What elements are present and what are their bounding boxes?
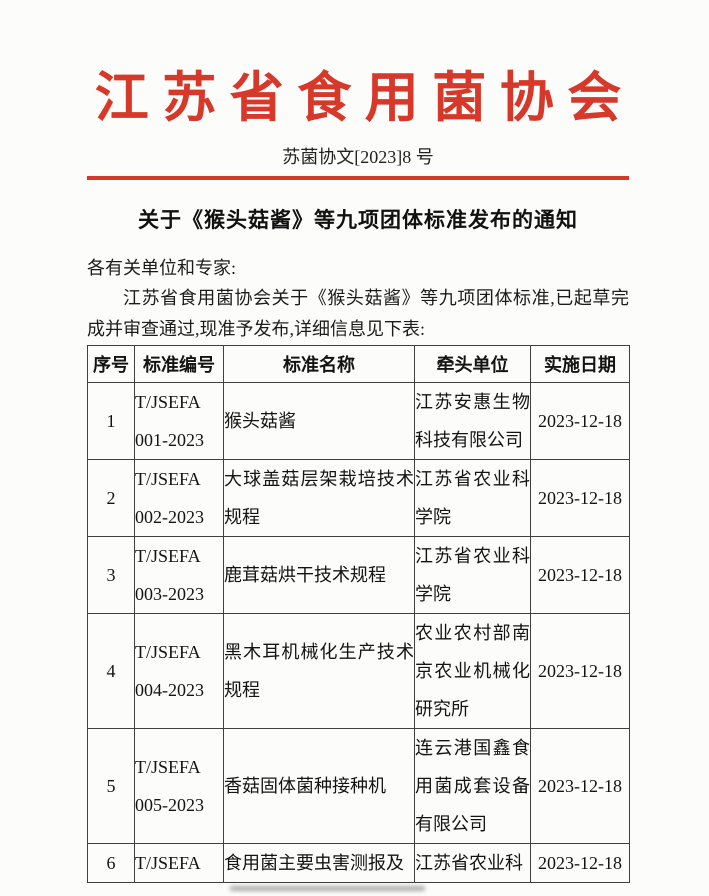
red-divider: [87, 176, 629, 180]
cell-impl-date: 2023-12-18: [530, 459, 630, 537]
cell-standard-name: 香菇固体菌种接种机: [223, 728, 415, 844]
cell-seq: 6: [87, 843, 135, 883]
cell-lead-org: 农业农村部南京农业机械化研究所: [414, 613, 531, 729]
header-cell-org: 牵头单位: [414, 345, 531, 383]
standards-table: 序号 标准编号 标准名称 牵头单位 实施日期 1 T/JSEFA 001-202…: [87, 345, 630, 883]
cell-standard-name: 黑木耳机械化生产技术规程: [223, 613, 415, 729]
table-row: 6 T/JSEFA 食用菌主要虫害测报及 江苏省农业科 2023-12-18: [87, 843, 630, 883]
cell-standard-code: T/JSEFA 001-2023: [134, 382, 224, 460]
cell-seq: 2: [87, 459, 135, 537]
table-row: 3 T/JSEFA 003-2023 鹿茸菇烘干技术规程 江苏省农业科学院 20…: [87, 536, 630, 614]
cell-seq: 5: [87, 728, 135, 844]
header-cell-code: 标准编号: [134, 345, 224, 383]
cell-impl-date: 2023-12-18: [530, 843, 630, 883]
cell-seq: 1: [87, 382, 135, 460]
cell-impl-date: 2023-12-18: [530, 382, 630, 460]
cell-standard-code: T/JSEFA 002-2023: [134, 459, 224, 537]
body-paragraph: 江苏省食用菌协会关于《猴头菇酱》等九项团体标准,已起草完成并审查通过,现准予发布…: [87, 288, 629, 339]
code-line-2: 002-2023: [135, 507, 205, 527]
cell-seq: 4: [87, 613, 135, 729]
header-cell-seq: 序号: [87, 345, 135, 383]
table-header-row: 序号 标准编号 标准名称 牵头单位 实施日期: [87, 345, 630, 383]
cell-standard-name: 食用菌主要虫害测报及: [223, 843, 415, 883]
cell-standard-code: T/JSEFA: [134, 843, 224, 883]
table-row: 5 T/JSEFA 005-2023 香菇固体菌种接种机 连云港国鑫食用菌成套设…: [87, 728, 630, 844]
cell-standard-code: T/JSEFA 005-2023: [134, 728, 224, 844]
cell-lead-org: 江苏省农业科学院: [414, 459, 531, 537]
code-line-2: 005-2023: [135, 795, 205, 815]
table-row: 4 T/JSEFA 004-2023 黑木耳机械化生产技术规程 农业农村部南京农…: [87, 613, 630, 729]
cell-seq: 3: [87, 536, 135, 614]
cell-lead-org: 江苏省农业科学院: [414, 536, 531, 614]
cell-impl-date: 2023-12-18: [530, 728, 630, 844]
salutation: 各有关单位和专家:: [87, 258, 237, 278]
table-row: 1 T/JSEFA 001-2023 猴头菇酱 江苏安惠生物科技有限公司 202…: [87, 382, 630, 460]
cell-impl-date: 2023-12-18: [530, 613, 630, 729]
notice-title: 关于《猴头菇酱》等九项团体标准发布的通知: [138, 208, 578, 232]
code-line-1: T/JSEFA: [135, 469, 201, 489]
code-line-1: T/JSEFA: [135, 757, 201, 777]
cell-lead-org: 江苏省农业科: [414, 843, 531, 883]
cutoff-text-blur: [230, 886, 425, 891]
cell-standard-code: T/JSEFA 004-2023: [134, 613, 224, 729]
cell-standard-name: 猴头菇酱: [223, 382, 415, 460]
code-line-1: T/JSEFA: [135, 546, 201, 566]
header-cell-name: 标准名称: [223, 345, 415, 383]
doc-number: 苏菌协文[2023]8 号: [282, 147, 434, 167]
table-row: 2 T/JSEFA 002-2023 大球盖菇层架栽培技术规程 江苏省农业科学院…: [87, 459, 630, 537]
cell-standard-name: 鹿茸菇烘干技术规程: [223, 536, 415, 614]
cell-standard-name: 大球盖菇层架栽培技术规程: [223, 459, 415, 537]
code-line-1: T/JSEFA: [135, 392, 201, 412]
cell-impl-date: 2023-12-18: [530, 536, 630, 614]
cell-lead-org: 连云港国鑫食用菌成套设备有限公司: [414, 728, 531, 844]
code-line-1: T/JSEFA: [135, 642, 201, 662]
header-cell-date: 实施日期: [530, 345, 630, 383]
code-line-2: 003-2023: [135, 584, 205, 604]
document-content: 江 苏 省 食 用 菌 协 会 苏菌协文[2023]8 号 关于《猴头菇酱》等九…: [87, 66, 630, 883]
org-title: 江 苏 省 食 用 菌 协 会: [94, 68, 622, 128]
code-line-2: 001-2023: [135, 430, 205, 450]
cell-standard-code: T/JSEFA 003-2023: [134, 536, 224, 614]
cell-lead-org: 江苏安惠生物科技有限公司: [414, 382, 531, 460]
code-line-1: T/JSEFA: [135, 853, 201, 873]
code-line-2: 004-2023: [135, 680, 205, 700]
